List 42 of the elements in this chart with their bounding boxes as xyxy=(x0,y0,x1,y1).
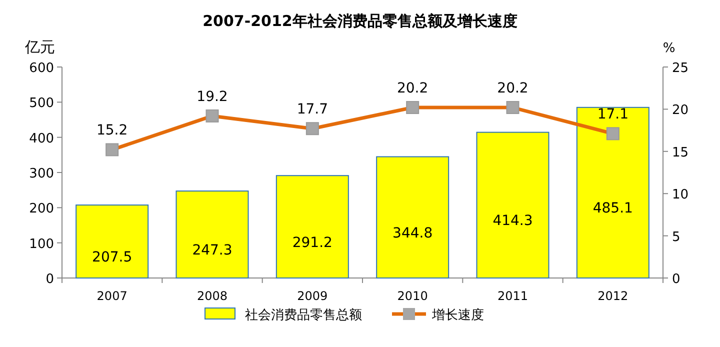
y-tick-label: 200 xyxy=(29,202,54,217)
bar xyxy=(176,190,249,278)
legend-label: 社会消费品零售总额 xyxy=(245,308,362,323)
x-tick-label: 2007 xyxy=(96,289,128,303)
x-tick-label: 2011 xyxy=(497,289,528,303)
y2-tick-label: 0 xyxy=(672,272,680,287)
data-label: 414.3 xyxy=(492,213,533,230)
data-label: 207.5 xyxy=(92,250,132,266)
y-tick-label: 600 xyxy=(29,61,54,76)
bar xyxy=(76,204,149,278)
y2-tick-label: 5 xyxy=(672,230,680,245)
y-axis-title: 亿元 xyxy=(24,38,55,56)
y2-axis-title: % xyxy=(662,41,676,56)
data-label: 20.2 xyxy=(396,80,428,97)
data-label: 485.1 xyxy=(592,200,633,217)
y-tick-label: 300 xyxy=(29,166,54,182)
data-label: 19.2 xyxy=(196,88,228,105)
y-tick-label: 0 xyxy=(46,272,54,287)
bar xyxy=(376,156,450,278)
y2-tick-label: 25 xyxy=(672,61,689,76)
y2-tick-label: 15 xyxy=(672,145,689,160)
chart-title: 2007-2012年社会消费品零售总额及增长速度 xyxy=(202,12,518,30)
x-tick-label: 2008 xyxy=(196,289,228,303)
data-label: 15.2 xyxy=(96,122,128,139)
y2-tick-label: 20 xyxy=(672,103,689,118)
data-label: 20.2 xyxy=(497,80,528,97)
x-tick-label: 2012 xyxy=(598,289,628,303)
y2-tick-label: 10 xyxy=(672,188,689,203)
bar xyxy=(576,106,650,278)
bar xyxy=(276,175,349,278)
data-label: 17.7 xyxy=(296,102,328,118)
x-tick-label: 2009 xyxy=(297,289,328,303)
data-label: 247.3 xyxy=(192,242,232,259)
legend-label: 增长速度 xyxy=(431,307,484,323)
y-tick-label: 400 xyxy=(29,131,54,146)
data-label: 17.1 xyxy=(597,106,629,123)
data-label: 291.2 xyxy=(292,234,332,251)
y-tick-label: 100 xyxy=(29,236,54,252)
x-tick-label: 2010 xyxy=(397,289,428,303)
y-tick-label: 500 xyxy=(29,96,54,112)
bar xyxy=(476,132,550,278)
data-label: 344.8 xyxy=(392,225,433,242)
